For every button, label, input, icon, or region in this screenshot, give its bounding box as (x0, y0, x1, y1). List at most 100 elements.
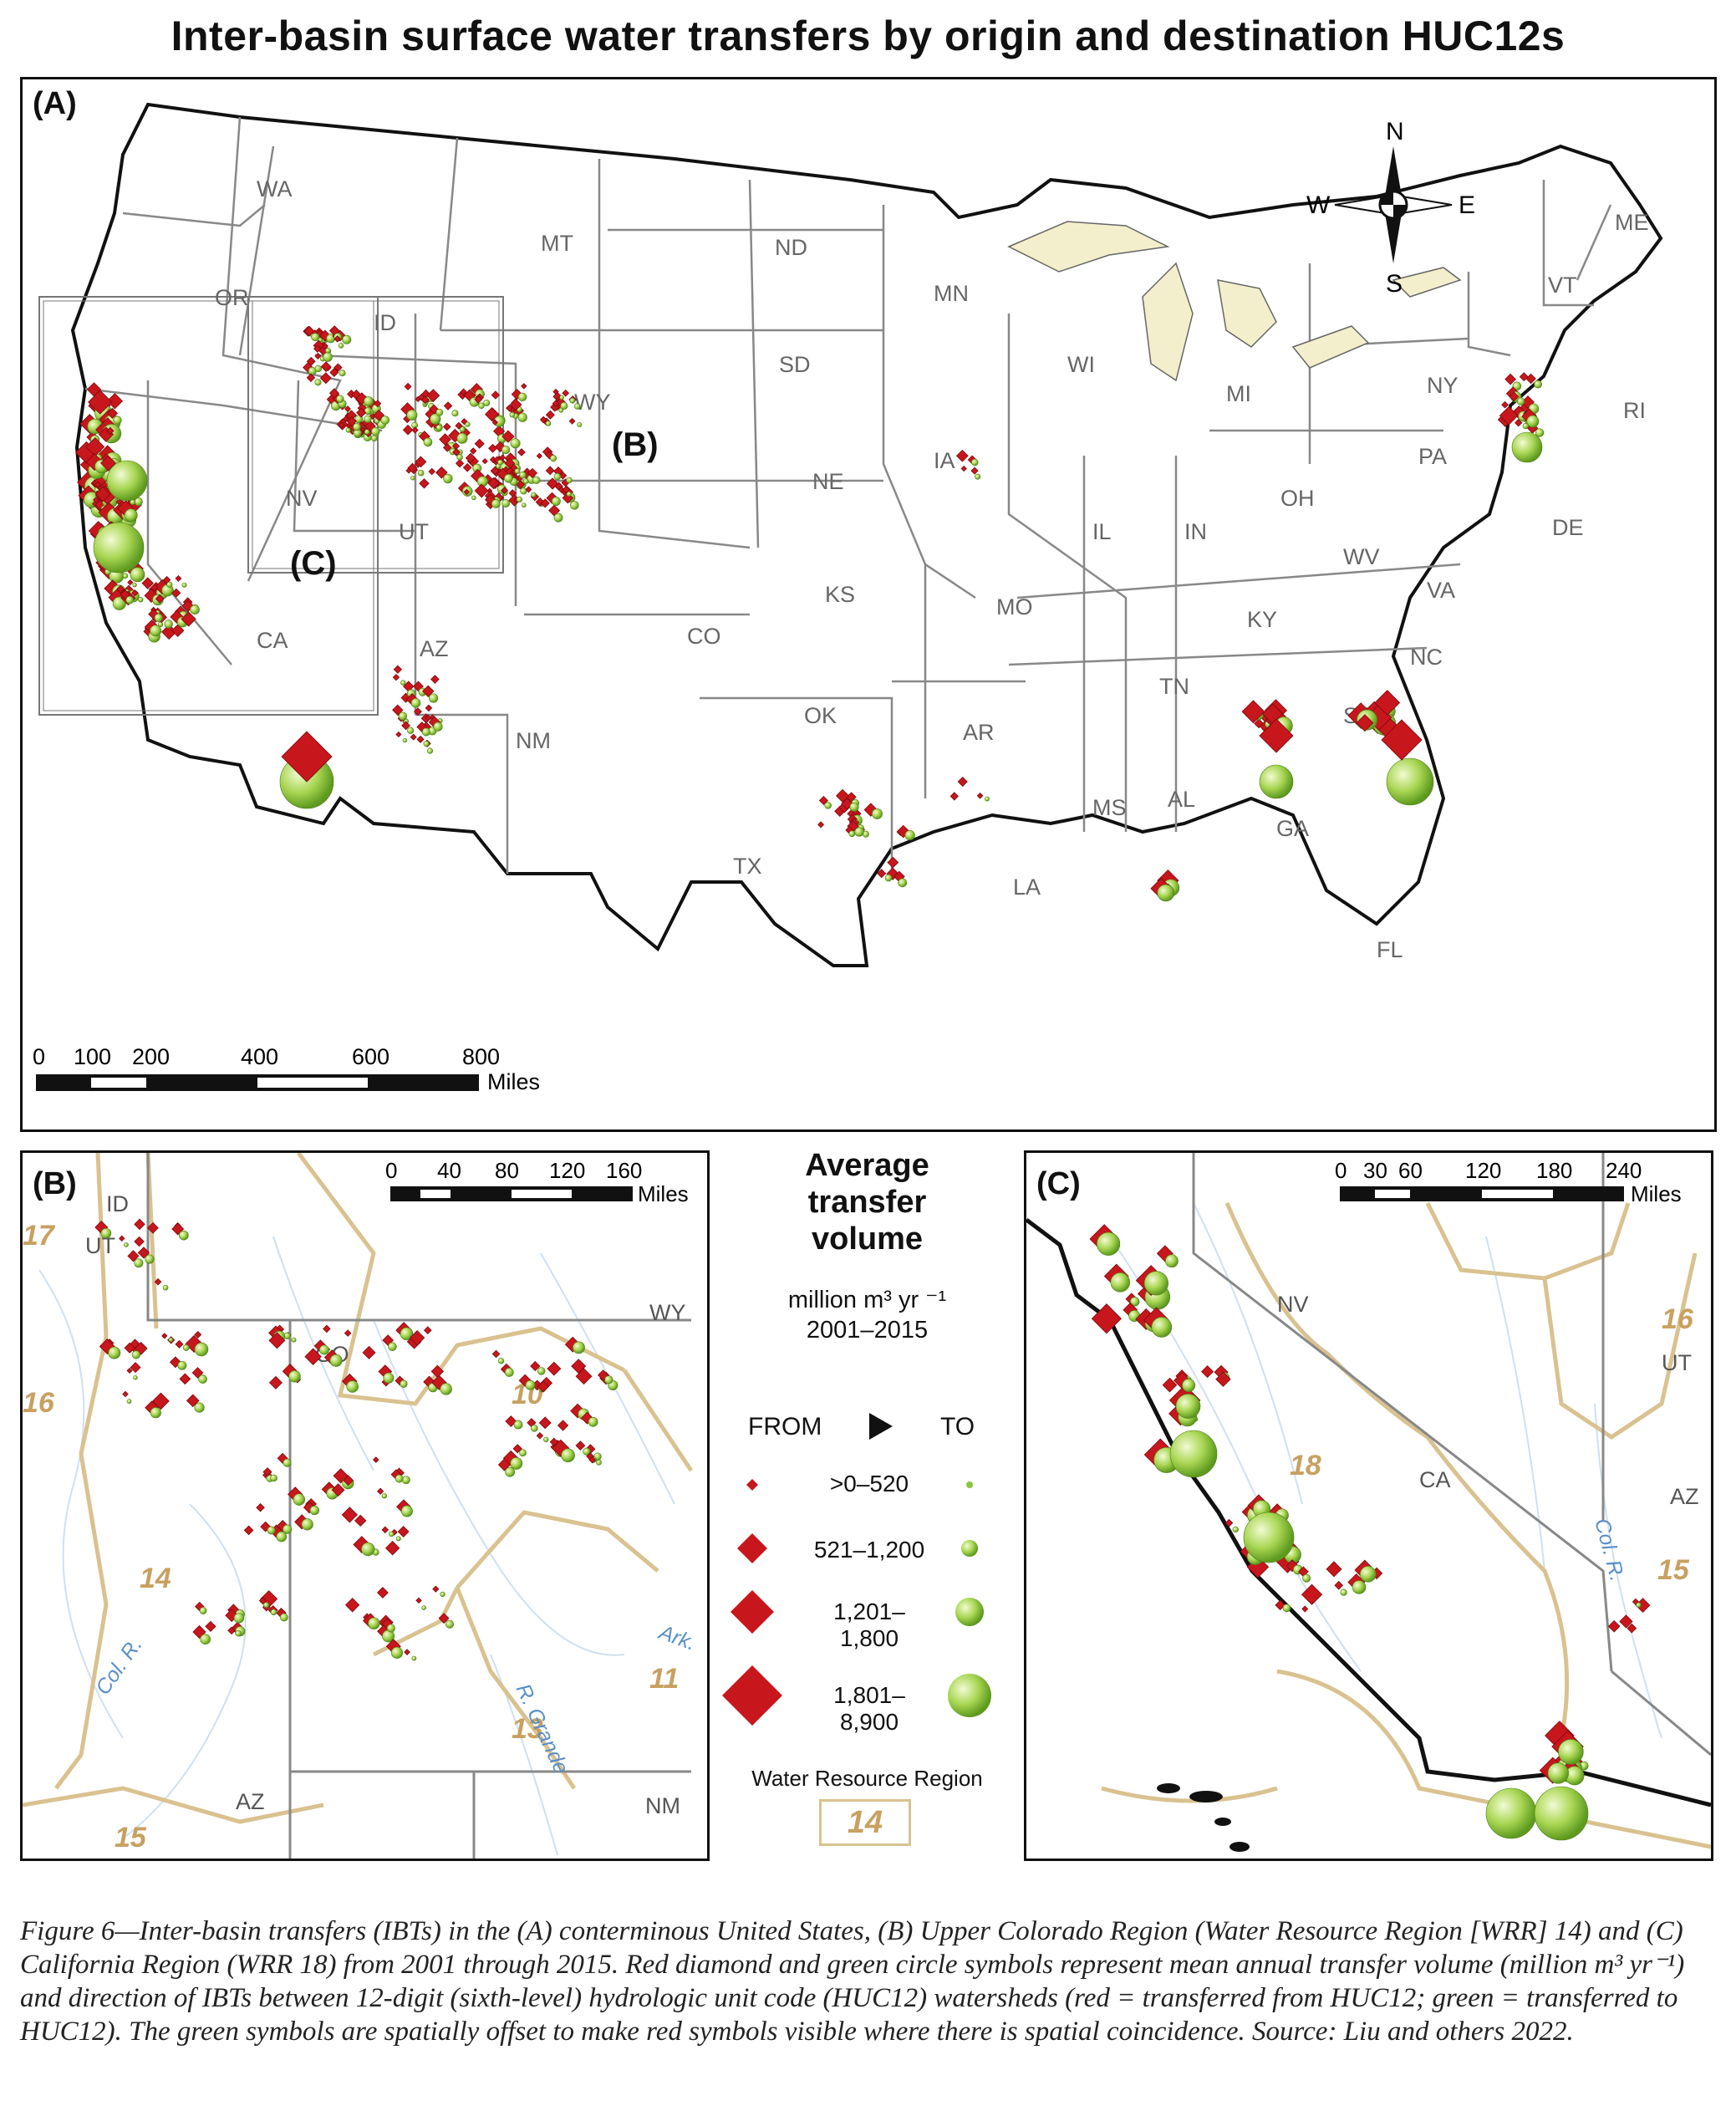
to-circle-marker (985, 796, 990, 802)
from-diamond-marker (512, 1444, 522, 1454)
to-circle-marker (364, 396, 374, 406)
to-circle-marker (1352, 1580, 1367, 1594)
to-circle-marker (849, 802, 859, 812)
to-circle-marker (199, 1607, 207, 1614)
to-circle-icon (961, 1540, 978, 1557)
to-circle-marker (157, 621, 164, 628)
from-diamond-marker (410, 733, 417, 741)
from-diamond-marker (481, 457, 488, 465)
from-diamond-marker (333, 363, 343, 372)
figure-caption: Figure 6—Inter-basin transfers (IBTs) in… (20, 1916, 1685, 2047)
to-circle-marker (573, 1341, 585, 1354)
to-circle-marker (113, 416, 122, 425)
svg-text:15: 15 (1657, 1554, 1690, 1586)
to-circle-marker (848, 830, 856, 838)
from-diamond-marker (1334, 1580, 1344, 1590)
from-diamond-marker (546, 492, 558, 504)
svg-text:180: 180 (1536, 1158, 1572, 1183)
state-label: VT (1548, 273, 1577, 298)
to-circle-marker (1636, 1602, 1642, 1608)
to-circle-marker (122, 573, 129, 579)
to-circle-marker (150, 625, 162, 637)
to-circle-marker (435, 408, 444, 416)
from-diamond-marker (562, 389, 570, 397)
to-circle-marker (345, 427, 351, 433)
from-diamond-marker (425, 704, 433, 712)
to-circle-marker (421, 727, 430, 737)
svg-text:800: 800 (462, 1044, 500, 1069)
from-diamond-marker (545, 466, 555, 476)
panel-c-label: (C) (1036, 1166, 1081, 1201)
from-diamond-marker (1326, 1561, 1342, 1578)
svg-text:Miles: Miles (638, 1181, 689, 1206)
from-diamond-marker (356, 407, 367, 418)
from-diamond-marker (134, 1236, 145, 1247)
state-label: CA (257, 628, 288, 653)
svg-text:WY: WY (649, 1300, 686, 1325)
to-circle-marker (410, 698, 421, 708)
to-circle-marker (314, 379, 322, 386)
from-diamond-marker (588, 1456, 597, 1464)
from-diamond-marker (539, 416, 547, 424)
legend-from-label: FROM (748, 1413, 822, 1440)
svg-text:14: 14 (140, 1563, 171, 1594)
state-label: TX (733, 854, 762, 879)
from-diamond-marker (1499, 405, 1519, 426)
from-diamond-marker (333, 335, 341, 343)
from-diamond-marker (976, 792, 984, 799)
svg-text:120: 120 (1465, 1158, 1501, 1183)
svg-text:NM: NM (645, 1793, 680, 1818)
to-circle-marker (368, 1617, 380, 1629)
svg-text:Col. R.: Col. R. (1590, 1516, 1629, 1583)
svg-text:15: 15 (115, 1822, 147, 1853)
from-diamond-marker (410, 1330, 425, 1346)
to-circle-marker (233, 1613, 245, 1624)
panel-c-california: NV UT CA AZ 16 18 15 Col. R. 0 30 60 120… (1024, 1150, 1713, 1861)
from-diamond-marker (1215, 1371, 1231, 1387)
to-circle-marker (346, 1380, 359, 1393)
from-diamond-marker (281, 731, 333, 783)
from-diamond-marker (546, 477, 559, 490)
to-circle-marker (532, 476, 541, 485)
to-circle-marker (423, 741, 430, 747)
from-diamond-marker (1091, 1303, 1123, 1334)
state-label: IA (934, 448, 955, 473)
to-circle-marker (435, 424, 443, 431)
from-diamond-marker (535, 497, 545, 507)
state-label: RI (1623, 398, 1646, 423)
state-labels: WA OR ID MT ND MN WI MI NY VT ME NV UT W… (215, 176, 1649, 962)
to-circle-marker (406, 410, 418, 421)
from-diamond-marker (377, 1487, 384, 1495)
to-circle-marker (514, 468, 521, 474)
from-diamond-marker (411, 426, 419, 434)
from-diamond-marker (516, 480, 526, 489)
state-label: KY (1247, 607, 1277, 632)
to-circle-marker (198, 1374, 207, 1384)
from-diamond-marker (106, 407, 119, 419)
state-label: IN (1184, 519, 1207, 544)
to-circle-marker (504, 473, 513, 483)
to-circle-marker (1340, 1588, 1347, 1596)
to-circle-marker (389, 1531, 395, 1537)
to-circle-marker (1130, 1297, 1140, 1307)
legend: Average transfer volume million m³ yr ⁻¹… (719, 1147, 1016, 1858)
state-label: OH (1280, 486, 1315, 511)
to-circle-marker (162, 1284, 169, 1291)
to-circle-marker (491, 499, 501, 508)
to-circle-marker (1143, 1271, 1168, 1296)
svg-text:40: 40 (437, 1158, 461, 1183)
inset-c-label: (C) (290, 545, 337, 582)
from-diamond-marker (540, 498, 550, 508)
state-label: NV (286, 486, 318, 511)
from-diamond-marker (536, 452, 543, 460)
to-circle-marker (395, 1536, 401, 1542)
from-diamond-marker (304, 1348, 322, 1365)
state-label: AR (963, 720, 995, 745)
state-label: ID (374, 310, 396, 335)
to-circle-marker (338, 343, 344, 349)
state-label: AZ (420, 636, 449, 661)
to-circle-marker (1386, 757, 1434, 806)
from-diamond-marker (474, 483, 489, 498)
from-diamond-marker (970, 467, 979, 475)
to-circle-marker (390, 1646, 404, 1659)
